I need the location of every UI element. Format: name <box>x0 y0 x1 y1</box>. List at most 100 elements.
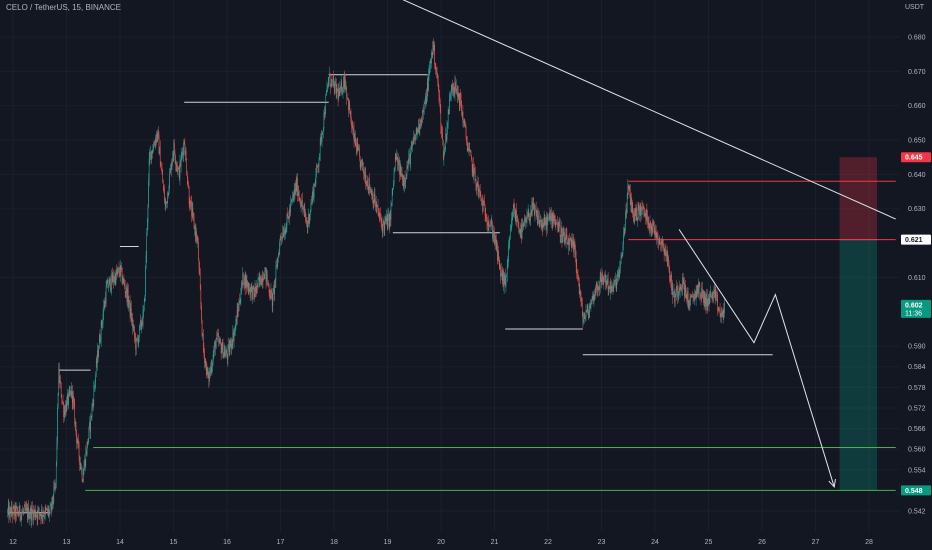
candle-body <box>282 232 284 237</box>
candle-body <box>39 514 41 516</box>
candle-body <box>287 213 288 217</box>
candle-body <box>212 354 214 364</box>
candle-body <box>530 212 532 214</box>
candle-body <box>588 312 589 319</box>
candle-body <box>51 505 52 510</box>
candle-body <box>242 272 244 285</box>
candle-body <box>683 281 685 283</box>
candle-body <box>318 160 320 167</box>
current-price-tag-countdown: 11:36 <box>905 310 922 317</box>
candle-body <box>309 214 311 223</box>
candle-body <box>707 306 709 307</box>
candle-body <box>502 270 503 281</box>
candle-body <box>398 160 399 170</box>
candle-body <box>450 91 452 95</box>
candle-body <box>312 189 314 196</box>
candle-body <box>123 278 125 283</box>
candle-body <box>205 361 207 363</box>
candle-body <box>569 238 571 241</box>
price-chart[interactable] <box>0 0 900 532</box>
candle-body <box>334 83 335 94</box>
candle-body <box>615 281 617 289</box>
candle-body <box>433 41 434 52</box>
candle-body <box>407 165 408 169</box>
candle-body <box>403 181 405 186</box>
candle-body <box>253 286 255 293</box>
time-axis[interactable]: 12 13 14 15 16 17 18 19 20 21 22 23 24 25 26 27 28 <box>0 532 900 550</box>
candle-body <box>559 221 560 226</box>
candle-body <box>706 294 707 307</box>
candle-body <box>689 298 691 306</box>
candle-body <box>618 274 620 278</box>
candle-body <box>311 195 313 203</box>
candle-body <box>614 279 616 281</box>
candle-body <box>664 249 666 255</box>
candle-body <box>421 122 423 123</box>
candle-body <box>719 309 721 317</box>
candle-body <box>545 221 546 225</box>
candle-body <box>38 508 39 510</box>
candle-body <box>114 275 116 282</box>
candle-body <box>674 291 675 303</box>
candle-body <box>91 406 93 418</box>
candle-body <box>314 184 316 186</box>
time-tick-label: 12 <box>9 539 17 546</box>
candle-body <box>67 394 68 400</box>
candle-body <box>674 295 676 303</box>
candle-body <box>635 214 637 221</box>
candle-body <box>147 222 148 233</box>
candle-body <box>179 168 180 179</box>
candle-body <box>593 294 595 302</box>
candle-body <box>251 286 253 300</box>
candle-body <box>27 507 29 518</box>
candle-body <box>78 442 80 456</box>
candle-body <box>373 202 375 205</box>
entry-price-tag: 0.621 <box>901 234 931 245</box>
candle-body <box>196 239 198 241</box>
candle-body <box>613 283 614 293</box>
candle-body <box>47 509 49 513</box>
stop-price-tag-value: 0.645 <box>905 155 923 162</box>
candle-body <box>282 232 283 239</box>
candle-body <box>604 275 606 278</box>
candle-body <box>493 230 494 237</box>
candle-body <box>534 209 536 215</box>
candle-body <box>81 468 83 481</box>
candle-body <box>534 205 535 215</box>
candle-body <box>89 422 91 432</box>
candle-body <box>156 134 158 138</box>
candle-body <box>268 286 270 294</box>
candle-body <box>467 148 469 151</box>
candle-body <box>166 201 168 203</box>
candle-body <box>545 216 547 225</box>
candle-body <box>693 294 695 300</box>
candle-body <box>594 294 595 300</box>
candle-body <box>201 319 203 336</box>
candle-body <box>322 131 323 134</box>
candle-body <box>217 333 218 336</box>
candle-body <box>73 401 75 405</box>
candle-body <box>92 403 94 405</box>
candle-body <box>62 401 64 404</box>
price-tick-label: 0.670 <box>908 69 926 76</box>
candle-body <box>579 290 581 294</box>
candle-body <box>360 160 362 168</box>
candle-body <box>398 160 400 161</box>
candle-body <box>722 311 723 317</box>
candle-body <box>405 179 407 182</box>
candle-body <box>618 272 619 278</box>
candle-body <box>418 119 419 133</box>
symbol-header[interactable]: CELO / TetherUS, 15, BINANCE <box>6 3 122 12</box>
candle-body <box>109 278 111 281</box>
candle-body <box>25 506 26 511</box>
candle-body <box>673 292 674 298</box>
candle-body <box>717 308 719 312</box>
candle-body <box>454 81 456 94</box>
candle-body <box>574 242 576 249</box>
candle-body <box>537 210 538 224</box>
candle-body <box>389 213 391 228</box>
candle-body <box>590 304 592 309</box>
price-axis[interactable]: 0.680 0.670 0.660 0.650 0.640 0.630 0.610 0.590… <box>900 0 932 532</box>
candle-body <box>459 92 461 106</box>
candle-body <box>431 52 432 63</box>
